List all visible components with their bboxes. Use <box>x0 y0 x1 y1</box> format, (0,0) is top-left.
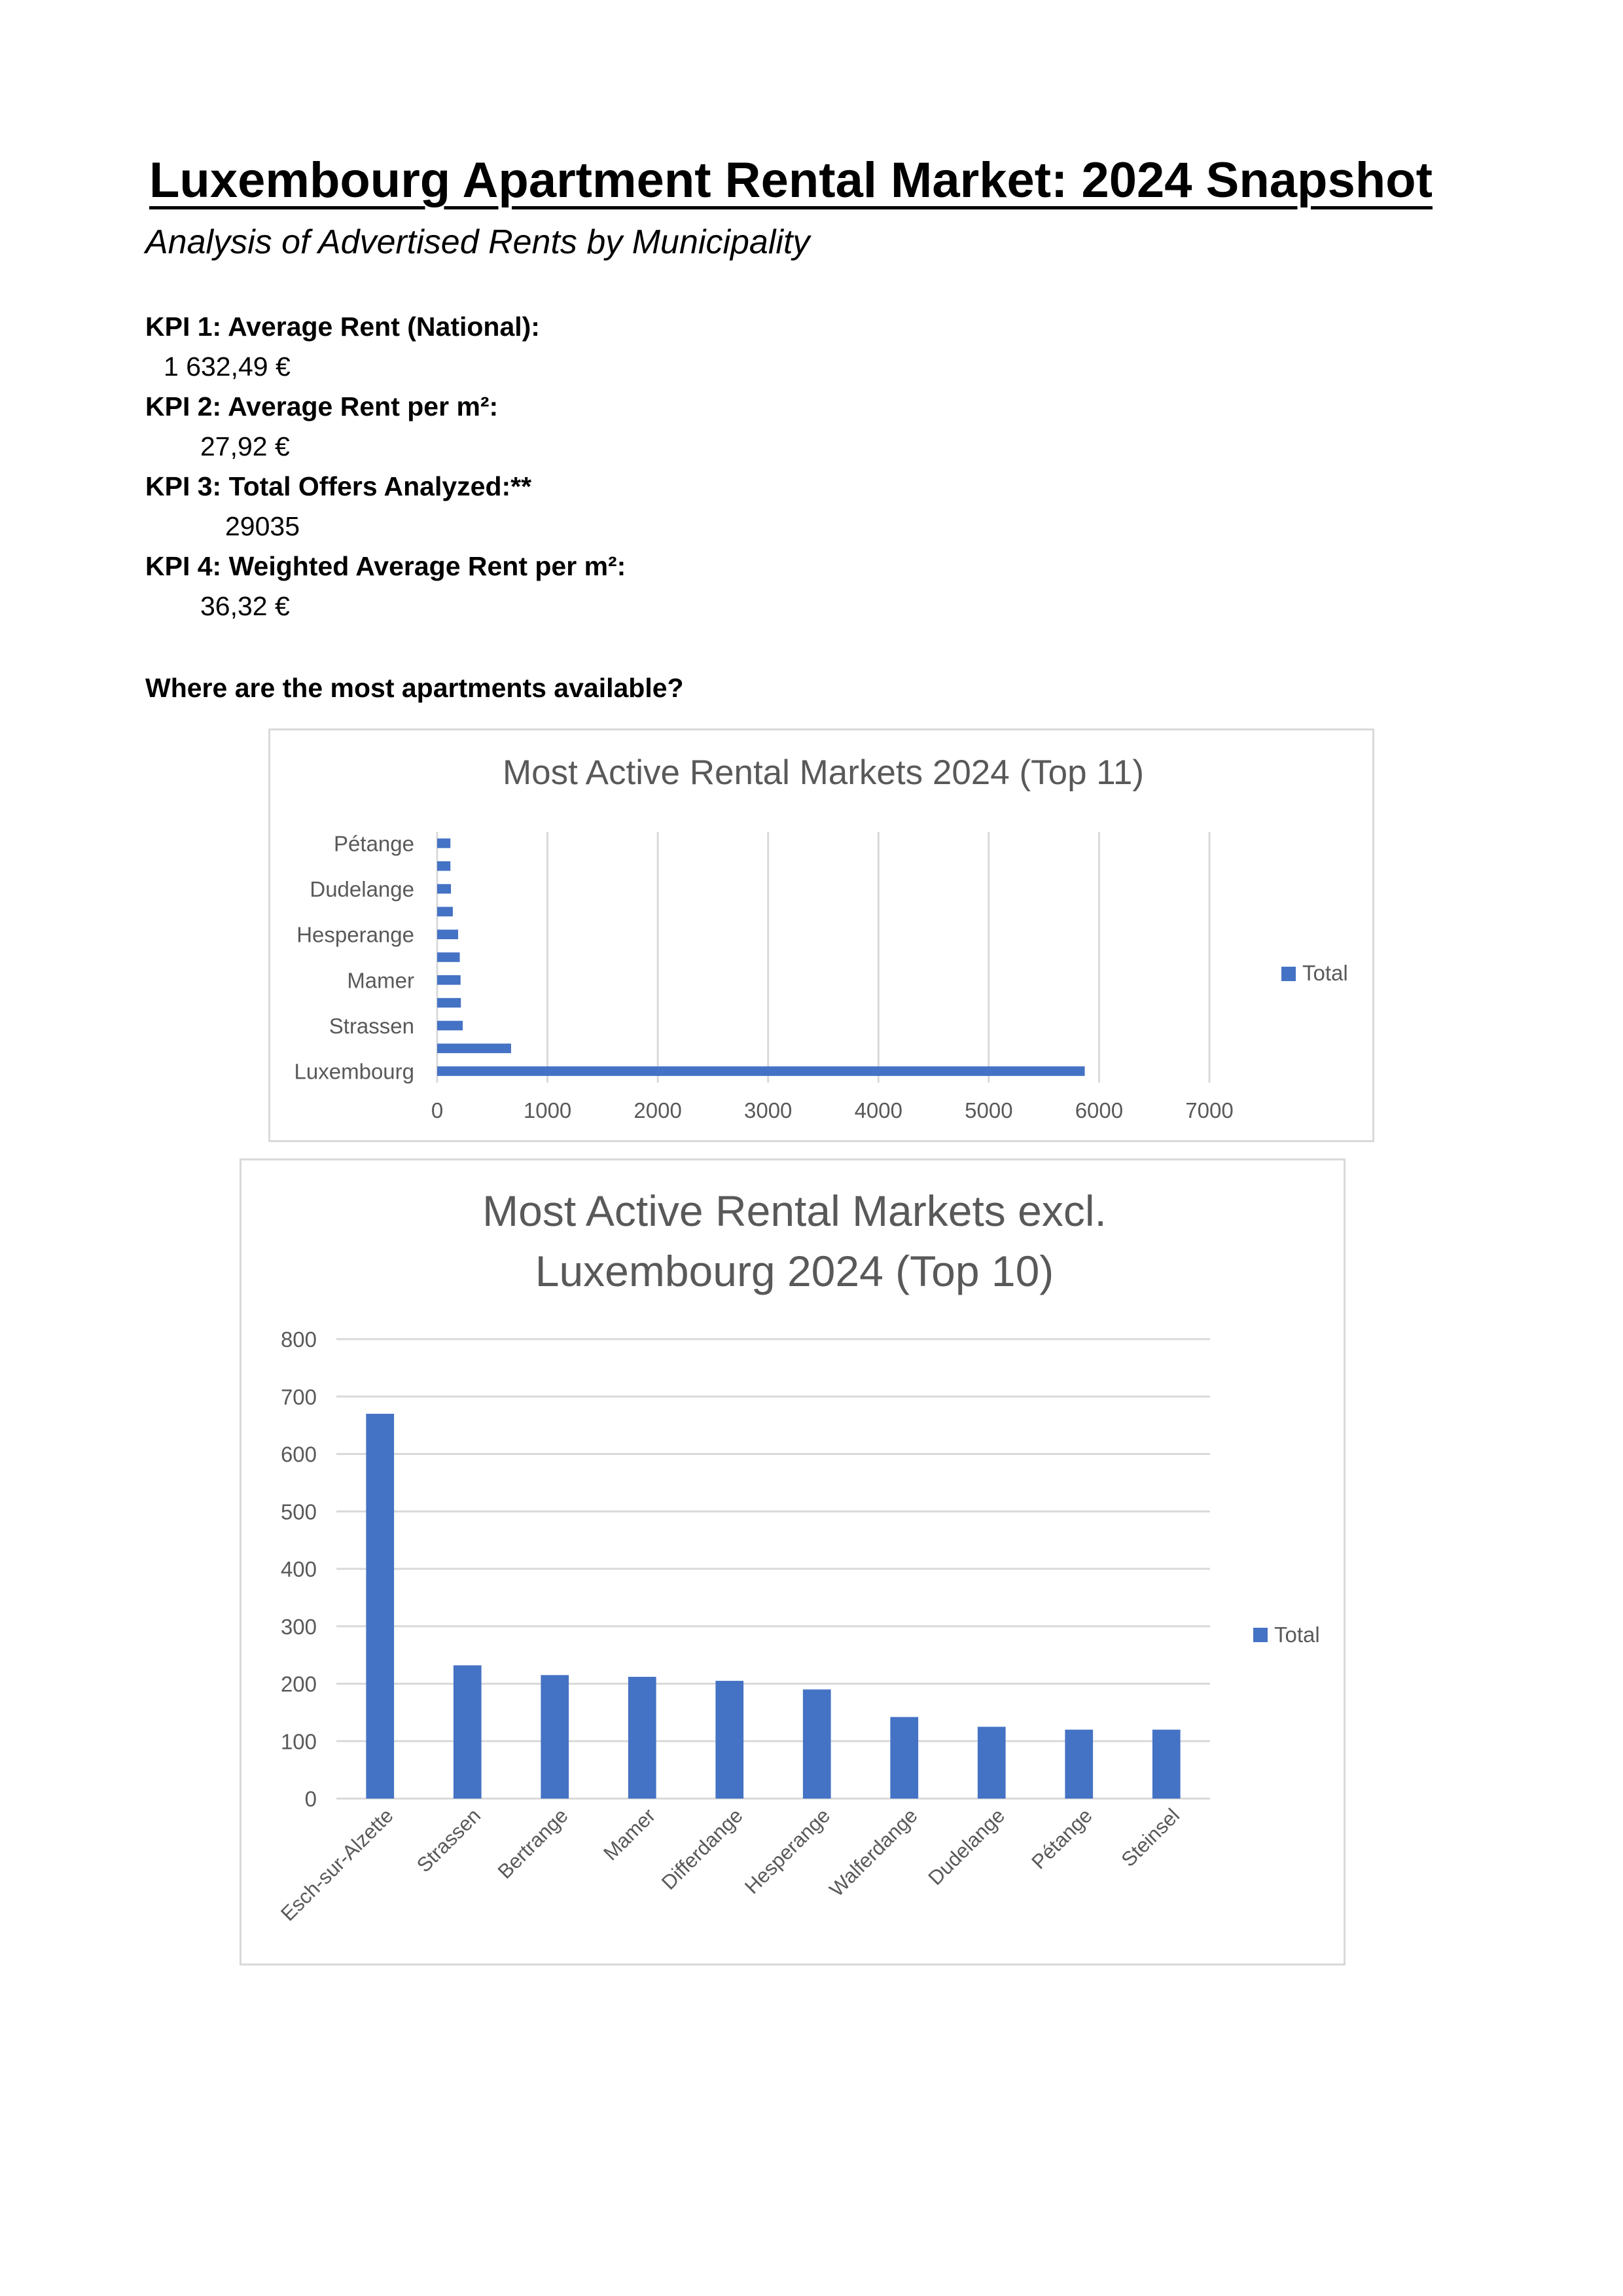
chart-top-11: Most Active Rental Markets 2024 (Top 11)… <box>268 728 1374 1142</box>
category-label: Steinsel <box>1116 1804 1184 1871</box>
bar <box>437 861 451 871</box>
kpi-3-label: KPI 3: Total Offers Analyzed:** <box>145 471 532 501</box>
bar <box>437 929 459 939</box>
chart-top-11-svg: Most Active Rental Markets 2024 (Top 11)… <box>294 753 1348 1122</box>
legend-swatch <box>1281 967 1296 981</box>
page-subtitle: Analysis of Advertised Rents by Municipa… <box>145 223 810 261</box>
kpi-4-value: 36,32 € <box>200 591 290 621</box>
y-tick-label: 400 <box>281 1557 317 1581</box>
x-tick-label: 1000 <box>524 1098 571 1122</box>
bar <box>453 1665 482 1799</box>
x-tick-label: 4000 <box>855 1098 902 1122</box>
kpi-3-value: 29035 <box>225 511 300 541</box>
y-tick-label: 700 <box>281 1385 317 1409</box>
x-tick-label: 0 <box>431 1098 443 1122</box>
kpi-2-value: 27,92 € <box>200 431 290 461</box>
bar <box>366 1414 395 1799</box>
bar <box>437 975 461 985</box>
bar <box>437 884 452 894</box>
category-label: Strassen <box>329 1014 414 1038</box>
bar <box>437 838 451 848</box>
category-label: Hesperange <box>296 923 414 947</box>
bar <box>802 1689 831 1799</box>
x-tick-label: 7000 <box>1185 1098 1233 1122</box>
bar <box>437 1020 463 1031</box>
legend-swatch <box>1253 1628 1268 1642</box>
category-label: Luxembourg <box>294 1060 414 1084</box>
category-label: Differdange <box>657 1804 747 1894</box>
bar <box>1065 1729 1094 1799</box>
bar <box>977 1727 1006 1799</box>
kpi-4-label: KPI 4: Weighted Average Rent per m²: <box>145 551 626 581</box>
chart-title-line: Luxembourg 2024 (Top 10) <box>535 1247 1054 1295</box>
kpi-1-value: 1 632,49 € <box>164 351 291 382</box>
category-label: Mamer <box>347 968 414 992</box>
bar <box>715 1681 744 1799</box>
section-question: Where are the most apartments available? <box>145 673 684 703</box>
y-tick-label: 800 <box>281 1327 317 1352</box>
bar <box>890 1717 919 1799</box>
bar <box>437 906 453 917</box>
chart-title-line: Most Active Rental Markets excl. <box>482 1187 1107 1235</box>
y-tick-label: 100 <box>281 1729 317 1753</box>
kpi-2-label: KPI 2: Average Rent per m²: <box>145 391 499 422</box>
kpi-1-label: KPI 1: Average Rent (National): <box>145 312 540 342</box>
legend-label: Total <box>1274 1623 1320 1647</box>
x-tick-label: 5000 <box>965 1098 1012 1122</box>
category-label: Strassen <box>412 1804 485 1876</box>
category-label: Dudelange <box>923 1804 1009 1890</box>
y-tick-label: 200 <box>281 1672 317 1696</box>
category-label: Dudelange <box>310 877 414 901</box>
bar <box>437 952 460 962</box>
category-label: Hesperange <box>740 1804 834 1898</box>
y-tick-label: 500 <box>281 1499 317 1524</box>
bar <box>437 1066 1085 1076</box>
bar <box>437 1043 511 1054</box>
chart-title: Most Active Rental Markets 2024 (Top 11) <box>503 753 1144 792</box>
bar <box>541 1675 569 1799</box>
bar <box>437 997 461 1008</box>
x-tick-label: 3000 <box>744 1098 792 1122</box>
category-label: Walferdange <box>825 1804 921 1901</box>
category-label: Esch-sur-Alzette <box>276 1804 398 1926</box>
x-tick-label: 2000 <box>633 1098 681 1122</box>
x-tick-label: 6000 <box>1075 1098 1123 1122</box>
legend-label: Total <box>1302 961 1348 985</box>
category-label: Bertrange <box>493 1804 573 1883</box>
y-tick-label: 600 <box>281 1443 317 1467</box>
y-tick-label: 300 <box>281 1615 317 1639</box>
category-label: Pétange <box>1027 1804 1096 1873</box>
category-label: Mamer <box>599 1804 660 1865</box>
chart-top-10-excl-luxembourg: Most Active Rental Markets excl. Luxembou… <box>240 1158 1346 1965</box>
bar <box>1152 1729 1181 1799</box>
y-tick-label: 0 <box>305 1787 317 1811</box>
category-label: Pétange <box>334 831 414 855</box>
bar <box>628 1676 656 1799</box>
chart-top-10-svg: Most Active Rental Markets excl. Luxembou… <box>276 1187 1320 1926</box>
page-title: Luxembourg Apartment Rental Market: 2024… <box>149 152 1433 208</box>
